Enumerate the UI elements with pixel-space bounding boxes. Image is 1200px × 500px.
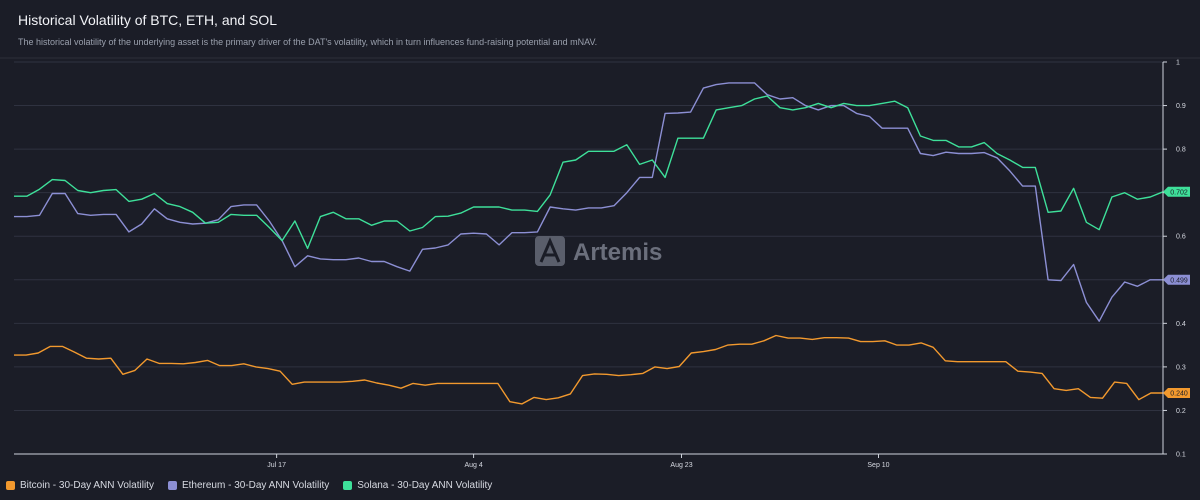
series-line-solana[interactable] (14, 95, 1164, 250)
end-label-solana: 0.702 (1163, 186, 1190, 197)
legend-swatch-bitcoin (6, 481, 15, 490)
legend-swatch-solana (343, 481, 353, 490)
legend-swatch-ethereum (167, 481, 177, 490)
artemis-watermark: Artemis (535, 236, 662, 266)
legend-label-bitcoin: Bitcoin - 30-Day ANN Volatility (20, 480, 154, 491)
y-tick-label: 0.3 (1176, 364, 1186, 371)
y-tick-label: 0.4 (1176, 321, 1186, 328)
end-label-text-ethereum: 0.499 (1170, 277, 1188, 284)
watermark-text: Artemis (573, 239, 662, 266)
x-tick-label: Aug 23 (670, 462, 692, 469)
series-line-bitcoin[interactable] (14, 334, 1163, 405)
legend-item-solana[interactable]: Solana - 30-Day ANN Volatility (343, 480, 492, 491)
legend-item-bitcoin[interactable]: Bitcoin - 30-Day ANN Volatility (6, 480, 154, 491)
y-tick-label: 0.1 (1176, 452, 1186, 459)
y-tick-label: 0.6 (1176, 234, 1186, 241)
end-label-text-solana: 0.702 (1170, 189, 1188, 196)
x-tick-label: Aug 4 (464, 462, 482, 469)
end-label-ethereum: 0.499 (1163, 274, 1190, 285)
chart-subtitle: The historical volatility of the underly… (18, 37, 598, 47)
y-tick-label: 0.2 (1176, 408, 1186, 415)
chart-title: Historical Volatility of BTC, ETH, and S… (18, 12, 278, 28)
legend-item-ethereum[interactable]: Ethereum - 30-Day ANN Volatility (167, 480, 330, 491)
x-tick-label: Sep 10 (867, 462, 889, 469)
y-tick-label: 0.8 (1176, 147, 1186, 154)
legend: Bitcoin - 30-Day ANN Volatility Ethereum… (6, 480, 492, 491)
x-axis: Jul 17 Aug 4 Aug 23 Sep 10 (14, 453, 1163, 469)
y-axis: 0.10.20.30.40.50.60.70.80.91 (1162, 60, 1186, 459)
y-tick-label: 0.9 (1176, 103, 1186, 110)
end-labels: 0.240 0.499 0.702 (1163, 186, 1190, 399)
grid-lines (14, 61, 1163, 455)
legend-label-ethereum: Ethereum - 30-Day ANN Volatility (181, 480, 330, 491)
series-group (14, 82, 1164, 405)
end-label-text-bitcoin: 0.240 (1170, 391, 1188, 398)
y-tick-label: 1 (1176, 60, 1180, 67)
legend-label-solana: Solana - 30-Day ANN Volatility (357, 480, 493, 491)
series-line-ethereum[interactable] (14, 82, 1163, 322)
x-tick-label: Jul 17 (267, 462, 286, 469)
end-label-bitcoin: 0.240 (1163, 388, 1190, 399)
